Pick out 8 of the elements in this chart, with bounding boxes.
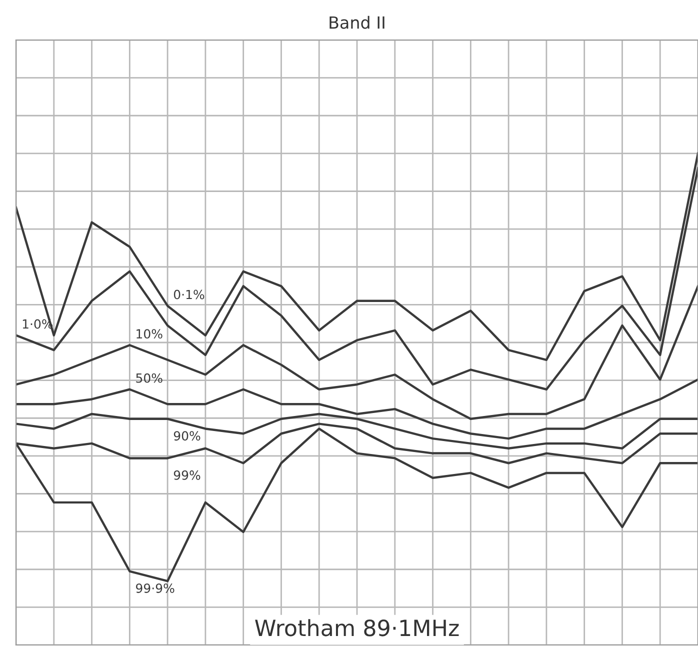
series-label: 99·9%	[136, 583, 174, 593]
chart-title: Band II	[330, 16, 384, 29]
series-label: 10%	[136, 329, 162, 339]
annotation: Wrotham 89·1MHz	[255, 619, 459, 636]
series-label: 0·1%	[174, 290, 204, 300]
series-label: 50%	[136, 373, 162, 383]
series-label: 90%	[174, 431, 200, 441]
series-label: 99%	[174, 470, 200, 480]
